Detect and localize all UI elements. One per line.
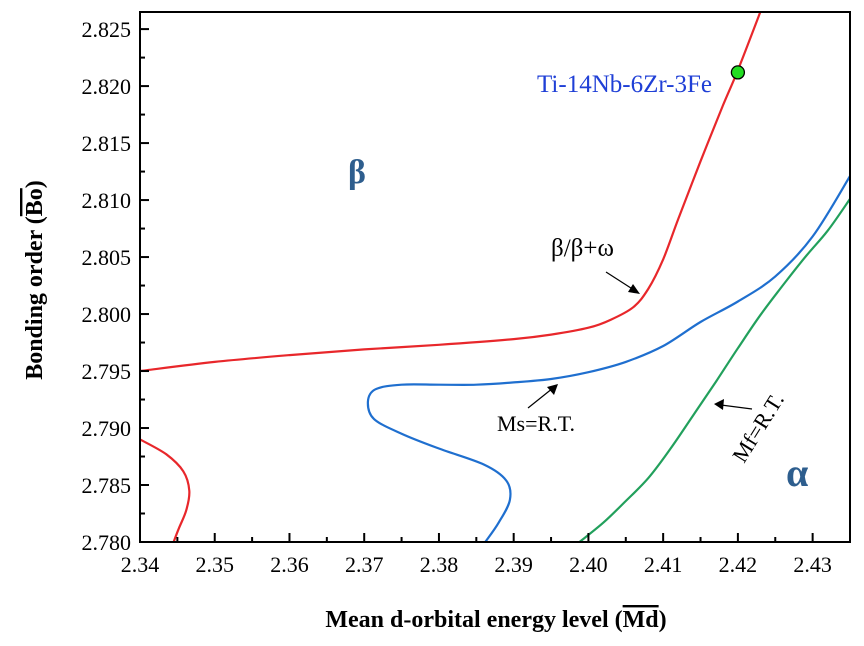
x-tick-label: 2.42 — [719, 552, 758, 577]
ti-alloy-label: Ti-14Nb-6Zr-3Fe — [537, 71, 712, 98]
x-axis-ticks: 2.34 2.35 2.36 2.37 2.38 2.39 2.40 2.41 2.42 2.43 — [121, 533, 832, 577]
beta-omega-annotation: β/β+ω — [551, 235, 614, 262]
x-tick-label: 2.39 — [494, 552, 533, 577]
series-line-4 — [578, 197, 850, 542]
series-line-3 — [366, 175, 850, 542]
x-axis-title: Mean d-orbital energy level (Md) — [325, 607, 666, 633]
ms-arrow-head — [547, 384, 558, 395]
x-tick-label: 2.35 — [195, 552, 234, 577]
y-tick-label: 2.800 — [82, 302, 132, 327]
x-tick-label: 2.43 — [793, 552, 832, 577]
beta-omega-arrow-line — [605, 271, 635, 291]
x-tick-label: 2.38 — [420, 552, 459, 577]
ti-alloy-data-point — [730, 65, 746, 80]
y-axis-title: Bonding order (Bo) — [22, 180, 48, 380]
y-tick-label: 2.825 — [82, 17, 132, 42]
x-axis-symbol: Md — [623, 607, 660, 633]
mf-arrow-head — [714, 399, 724, 410]
series-line-2 — [140, 438, 191, 542]
series-line-1 — [140, 12, 762, 373]
y-axis-ticks: 2.780 2.785 2.790 2.795 2.800 2.805 2.810 2.815… — [82, 17, 149, 555]
y-tick-label: 2.785 — [82, 473, 132, 498]
y-tick-label: 2.790 — [82, 416, 132, 441]
beta-omega-arrow-head — [628, 284, 640, 294]
alpha-phase-label: α — [786, 450, 808, 495]
x-tick-label: 2.40 — [569, 552, 608, 577]
x-tick-label: 2.37 — [345, 552, 384, 577]
x-tick-label: 2.36 — [270, 552, 309, 577]
y-tick-label: 2.805 — [82, 245, 132, 270]
y-tick-label: 2.780 — [82, 530, 132, 555]
y-tick-label: 2.820 — [82, 74, 132, 99]
ms-annotation: Ms=R.T. — [497, 411, 575, 436]
y-tick-label: 2.810 — [82, 188, 132, 213]
mf-annotation: Mf=R.T. — [727, 388, 789, 466]
x-tick-label: 2.34 — [121, 552, 160, 577]
y-tick-label: 2.815 — [82, 131, 132, 156]
y-axis-symbol: Bo — [22, 188, 48, 216]
x-tick-label: 2.41 — [644, 552, 683, 577]
mf-arrow-line — [720, 404, 753, 410]
y-tick-label: 2.795 — [82, 359, 132, 384]
beta-phase-label: β — [348, 154, 366, 191]
chart-curves — [140, 12, 850, 542]
ms-arrow-line — [527, 387, 554, 409]
plot-frame — [139, 11, 851, 543]
